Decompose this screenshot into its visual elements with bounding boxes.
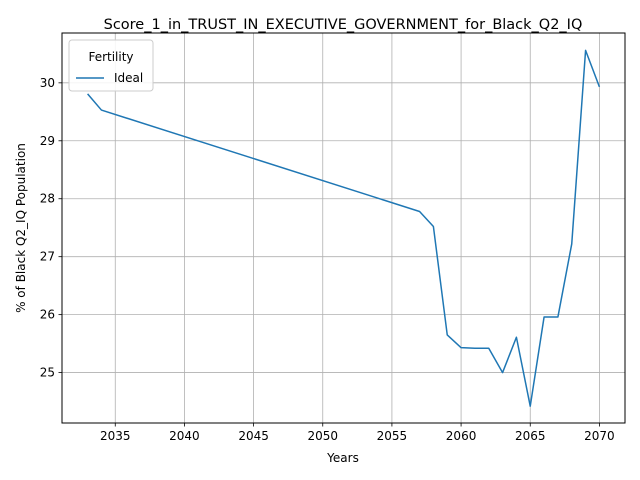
y-tick-label: 26 (40, 308, 55, 322)
x-tick-label: 2055 (377, 429, 408, 443)
y-tick-label: 28 (40, 192, 55, 206)
x-tick-label: 2065 (515, 429, 546, 443)
y-tick-label: 27 (40, 250, 55, 264)
legend: Fertility Ideal (68, 39, 154, 92)
x-axis-label: Years (326, 451, 359, 465)
y-axis-label: % of Black Q2_IQ Population (14, 143, 28, 313)
y-tick-label: 29 (40, 134, 55, 148)
x-tick-label: 2060 (446, 429, 477, 443)
legend-title: Fertility (88, 50, 133, 64)
x-tick-label: 2045 (238, 429, 269, 443)
series-line-ideal (87, 49, 601, 407)
x-tick-label: 2070 (584, 429, 615, 443)
x-tick-label: 2050 (307, 429, 338, 443)
y-tick-label: 30 (40, 76, 55, 90)
series-layer (87, 49, 601, 407)
axis-ticks: 2035 2040 2045 2050 2055 2060 2065 2070 25 26 27 28… (40, 76, 615, 443)
y-tick-label: 25 (40, 366, 55, 380)
legend-label-ideal: Ideal (114, 71, 143, 85)
plot-frame (61, 32, 626, 424)
x-tick-label: 2035 (100, 429, 131, 443)
grid (62, 33, 625, 423)
chart-title: Score_1_in_TRUST_IN_EXECUTIVE_GOVERNMENT… (104, 17, 583, 33)
x-tick-label: 2040 (169, 429, 200, 443)
